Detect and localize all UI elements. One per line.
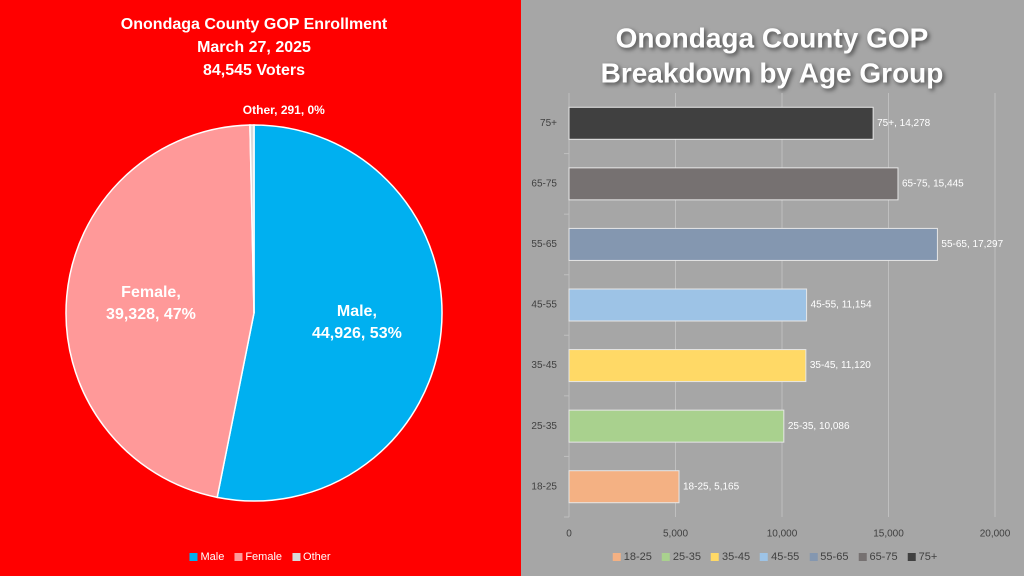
legend: Male Female Other (189, 551, 331, 563)
legend-item: 65-75 (858, 551, 898, 563)
legend-label: 45-55 (771, 551, 800, 563)
data-label: Other, 291, 0% (242, 103, 325, 117)
bar (568, 470, 680, 504)
legend-label: 25-35 (672, 551, 702, 563)
x-tick-label: 10,000 (767, 529, 798, 540)
bar (568, 227, 938, 261)
legend-swatch (234, 553, 243, 561)
legend-swatch (661, 553, 670, 561)
data-label: 75+, 14,278 (877, 118, 931, 129)
legend-item: 45-55 (760, 551, 799, 563)
bar (568, 106, 874, 140)
bar (568, 409, 785, 443)
legend-label: Male (200, 551, 225, 563)
legend-label: 18-25 (623, 551, 652, 563)
legend-item: 55-65 (809, 551, 848, 563)
chart-title: Breakdown by Age Group (601, 57, 944, 88)
legend-swatch (711, 553, 720, 561)
chart-title: Onondaga County GOP Enrollment (121, 16, 388, 33)
legend-item: 75+ (907, 551, 938, 563)
data-label: 45-55, 11,154 (811, 300, 872, 311)
legend-swatch (612, 553, 621, 561)
legend-swatch (760, 553, 769, 561)
data-label: 18-25, 5,165 (683, 481, 740, 492)
chart-title: Onondaga County GOP (616, 22, 929, 53)
chart-title: 84,545 Voters (203, 62, 305, 79)
y-tick-label: 65-75 (531, 178, 557, 189)
legend: 18-25 25-35 35-45 45-55 55-65 65-75 75+ (612, 551, 938, 563)
legend-swatch (907, 553, 916, 561)
y-tick-label: 35-45 (531, 360, 557, 371)
legend-swatch (858, 553, 867, 561)
data-label: 55-65, 17,297 (941, 239, 1003, 250)
legend-item: Other (292, 551, 331, 563)
legend-label: 55-65 (820, 551, 849, 563)
data-label: Male, 44,926, 53% (311, 303, 402, 343)
legend-swatch (189, 553, 198, 561)
x-tick-label: 15,000 (873, 529, 904, 540)
bar (568, 349, 807, 383)
legend-swatch (292, 553, 301, 561)
y-tick-label: 18-25 (531, 481, 557, 492)
legend-label: 35-45 (722, 551, 751, 563)
legend-item: Male (189, 551, 224, 563)
chart-title: March 27, 2025 (197, 39, 311, 56)
bar (568, 288, 808, 322)
legend-label: Female (245, 551, 283, 563)
legend-item: 35-45 (711, 551, 750, 563)
y-tick-label: 45-55 (531, 300, 557, 311)
legend-label: 65-75 (869, 551, 898, 563)
data-label: 25-35, 10,086 (788, 421, 850, 432)
legend-swatch (809, 553, 818, 561)
legend-label: 75+ (918, 551, 938, 563)
x-tick-label: 20,000 (980, 529, 1011, 540)
legend-item: 25-35 (661, 551, 702, 563)
y-tick-label: 55-65 (531, 239, 557, 250)
y-tick-label: 25-35 (531, 421, 557, 432)
pie-slice (249, 124, 255, 314)
legend-label: Other (303, 551, 331, 563)
bar (568, 167, 899, 201)
legend-item: Female (234, 551, 282, 563)
x-tick-label: 0 (566, 529, 572, 540)
data-label: 65-75, 15,445 (902, 178, 964, 189)
pie-slice (216, 124, 443, 502)
data-label: 35-45, 11,120 (810, 360, 871, 371)
x-tick-label: 5,000 (663, 529, 688, 540)
pie-slice (65, 124, 255, 499)
legend-item: 18-25 (612, 551, 652, 563)
data-label: Female, 39,328, 47% (106, 283, 196, 323)
y-tick-label: 75+ (540, 118, 557, 129)
